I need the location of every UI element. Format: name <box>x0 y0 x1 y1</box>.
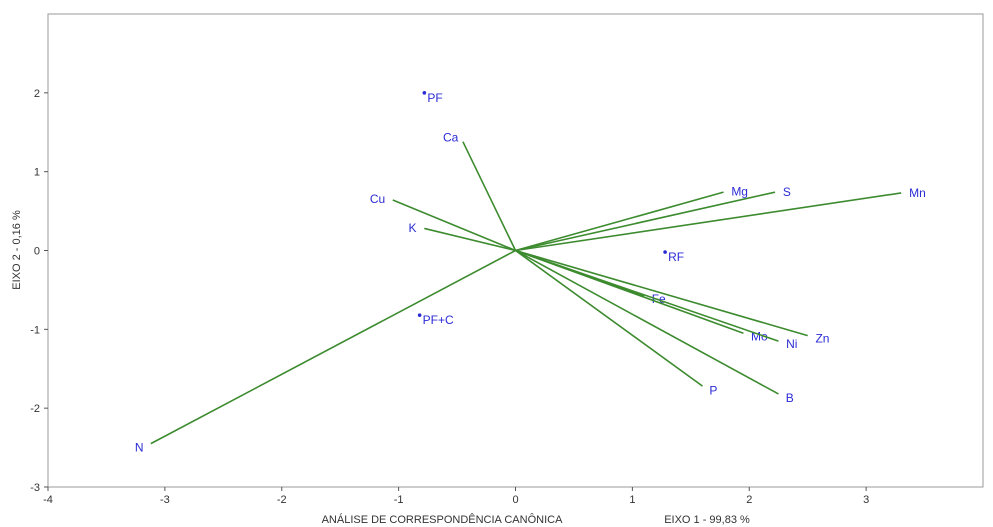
vector-label-k: K <box>408 221 416 235</box>
vector-cu <box>392 199 516 252</box>
x-tick-label: 1 <box>629 494 635 506</box>
vector-s <box>515 191 776 252</box>
y-tick-label: -2 <box>30 403 40 415</box>
point-marker <box>422 91 427 95</box>
vector-label-b: B <box>786 391 794 405</box>
point-label-rf: RF <box>668 250 684 264</box>
x-tick-label: 3 <box>863 494 869 506</box>
x-axis-title-secondary: EIXO 1 - 99,83 % <box>664 514 750 526</box>
point-label-pf: PF <box>427 91 442 105</box>
x-tick-label: -4 <box>43 494 53 506</box>
vector-mg <box>515 191 724 252</box>
y-tick-label: 1 <box>34 167 40 179</box>
vector-zn <box>515 249 808 337</box>
vector-label-p: P <box>709 384 717 398</box>
point-label-pfc: PF+C <box>423 313 454 327</box>
point-layer: PF RF PF+C <box>417 91 684 327</box>
vector-label-s: S <box>783 185 791 199</box>
vector-ca <box>462 141 517 251</box>
vector-p <box>515 249 703 387</box>
vector-label-cu: Cu <box>370 192 385 206</box>
vector-label-mn: Mn <box>909 186 926 200</box>
x-tick-label: 2 <box>746 494 752 506</box>
vector-label-ca: Ca <box>443 130 459 144</box>
point-marker <box>663 250 667 254</box>
y-tick-label: 2 <box>34 88 40 100</box>
vector-label-n: N <box>135 440 144 454</box>
vector-label-mg: Mg <box>731 185 748 199</box>
y-tick-label: -1 <box>30 324 40 336</box>
vector-n <box>150 249 516 445</box>
x-tick-label: -2 <box>277 494 287 506</box>
x-axis-title: ANÁLISE DE CORRESPONDÊNCIA CANÔNICA <box>322 513 563 526</box>
y-tick-label: 0 <box>34 246 40 258</box>
point-marker <box>417 313 422 317</box>
y-tick-label: -3 <box>30 482 40 494</box>
x-tick-label: -3 <box>160 494 170 506</box>
vector-k <box>424 227 516 252</box>
vector-mn <box>515 192 902 252</box>
x-tick-label: -1 <box>394 494 404 506</box>
vector-ni <box>515 249 779 342</box>
vector-label-zn: Zn <box>815 331 829 345</box>
x-tick-label: 0 <box>512 494 518 506</box>
vector-label-ni: Ni <box>786 337 797 351</box>
vector-layer: CaCuKNMgSMnFeMoNiZnPB <box>135 130 926 454</box>
vector-b <box>515 249 779 395</box>
y-axis-title: EIXO 2 - 0,16 % <box>11 210 23 290</box>
